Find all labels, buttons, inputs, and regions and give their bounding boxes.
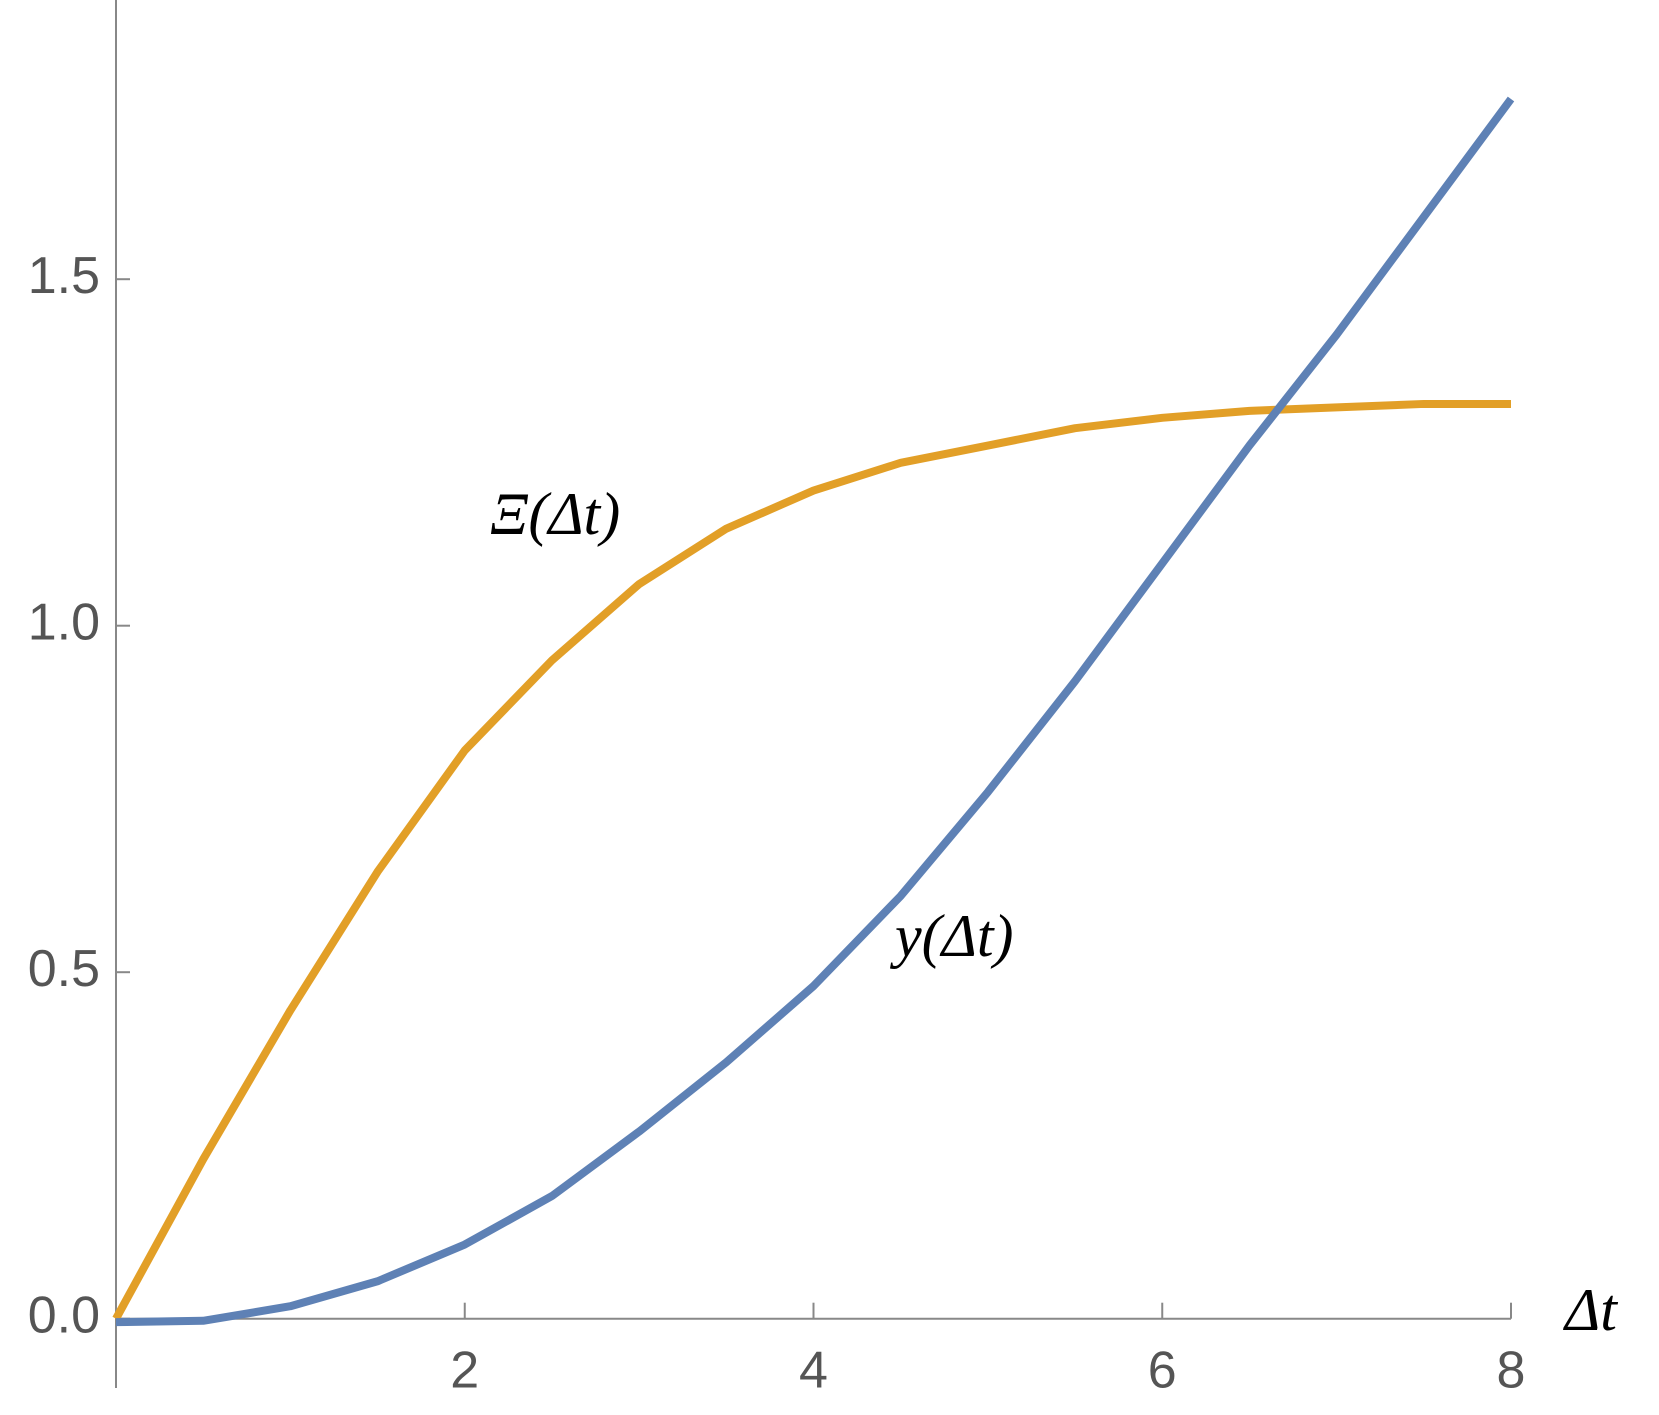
x-tick-label: 6 xyxy=(1148,1341,1177,1399)
x-tick-label: 4 xyxy=(799,1341,828,1399)
y-tick-label: 1.0 xyxy=(28,593,100,651)
series-label: y(Δt) xyxy=(889,903,1013,969)
line xyxy=(115,96,1515,1327)
x-tick-label: 2 xyxy=(450,1341,479,1399)
x-axis-label: Δt xyxy=(1563,1277,1618,1343)
y-tick-label: 0.0 xyxy=(28,1286,100,1344)
x-tick-label: 8 xyxy=(1497,1341,1526,1399)
line xyxy=(112,399,1511,1321)
y-tick-label: 1.5 xyxy=(28,247,100,305)
y-tick-label: 0.5 xyxy=(28,940,100,998)
series-label: Ξ(Δt) xyxy=(490,481,620,547)
